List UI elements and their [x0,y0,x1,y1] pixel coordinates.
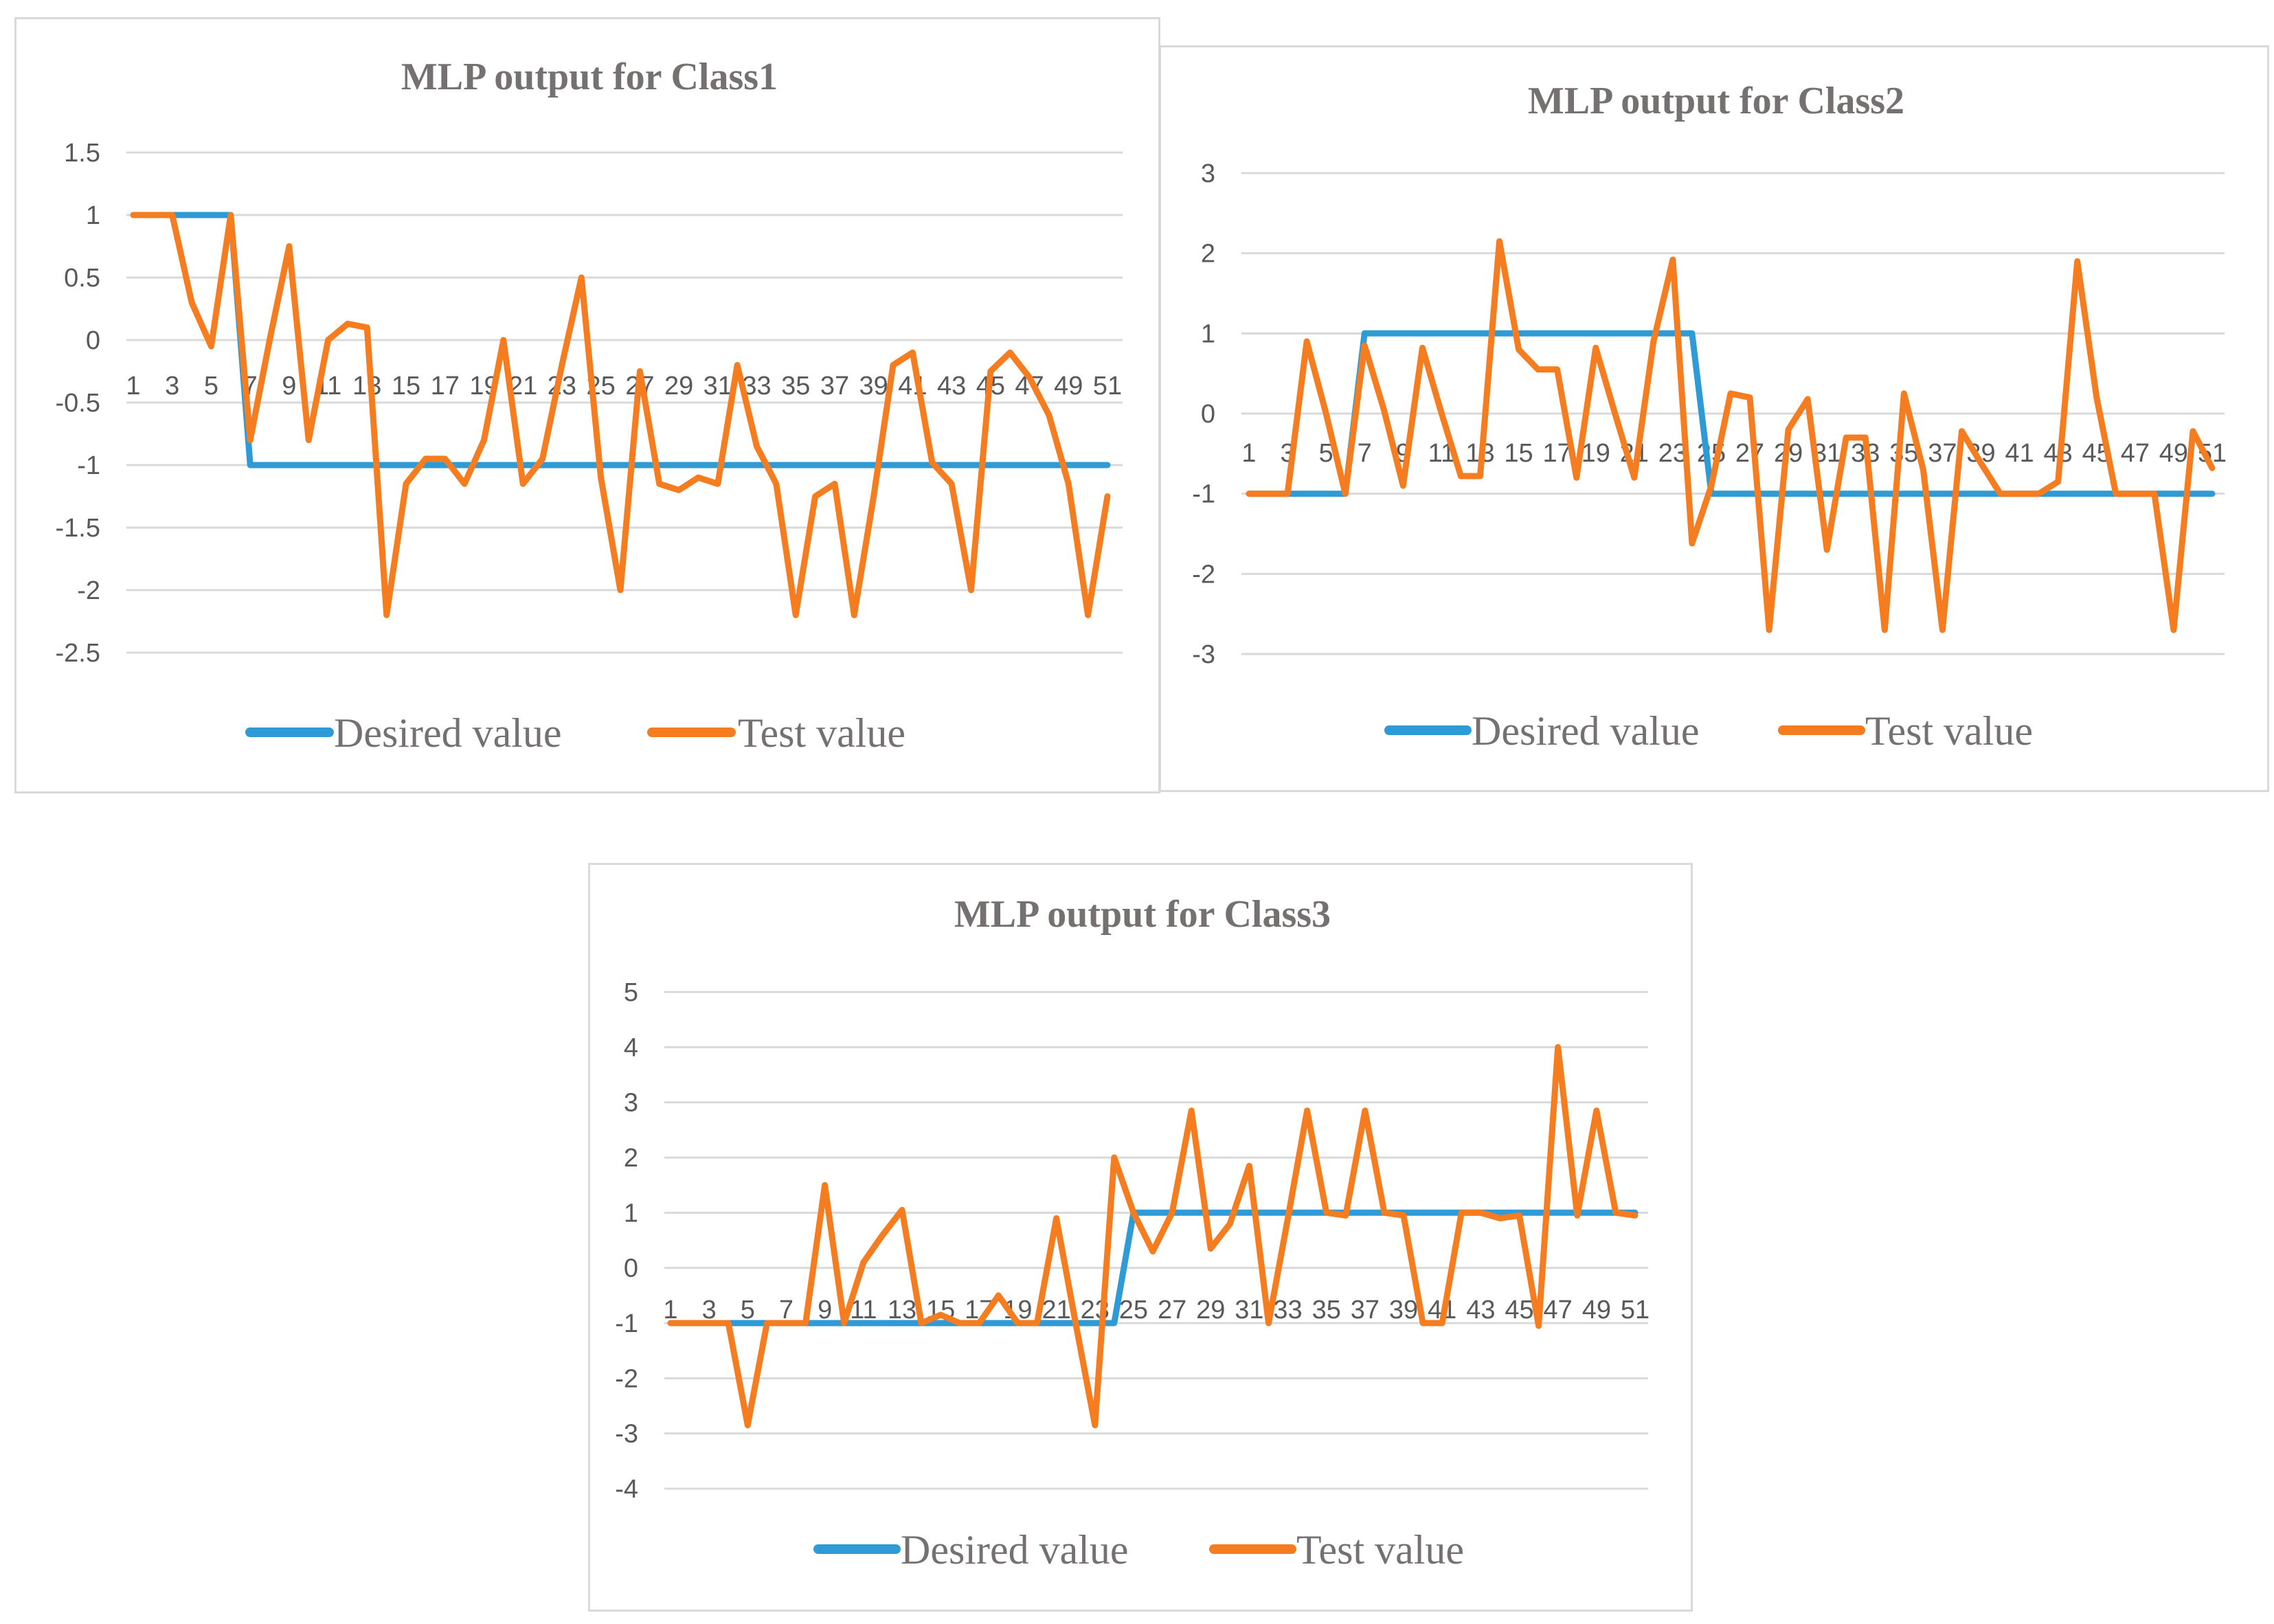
y-tick-label: -2 [1192,560,1215,589]
y-tick-label: 1 [624,1199,638,1228]
x-tick-label: 43 [937,372,966,401]
legend-label-desired-value: Desired value [1472,708,1700,754]
series-line-desired-value [130,212,1111,469]
series-line-desired-value [1246,330,2216,497]
x-tick-label: 1 [1241,439,1256,468]
x-tick-label: 49 [2159,439,2188,468]
chart-panel-class1: MLP output for Class1 1.5 1 0.5 0 -0.5 -1 -1.5… [14,17,1160,793]
x-tick-label: 15 [392,372,420,401]
x-tick-label: 7 [779,1296,793,1324]
x-tick-label: 5 [204,372,218,401]
x-tick-label: 49 [1582,1296,1611,1324]
y-tick-label: 0 [1201,400,1215,429]
x-tick-label: 51 [1621,1296,1650,1324]
y-tick-label: -1 [77,451,100,480]
x-tick-label: 19 [1581,439,1610,468]
x-tick-label: 45 [1505,1296,1533,1324]
x-tick-label: 17 [1542,439,1571,468]
chart-panel-class2: MLP output for Class2 3 2 1 0 -1 -2 -3 1 3 5 7 9 11… [1159,45,2269,792]
legend: Desired value Test value [245,710,905,756]
chart-title: MLP output for Class1 [401,56,778,98]
chart-title: MLP output for Class3 [954,893,1331,936]
x-tick-label: 49 [1054,372,1083,401]
legend-label-test-value: Test value [738,710,905,756]
y-tick-label: -3 [1192,640,1215,669]
y-tick-label: 3 [1201,159,1215,188]
x-tick-label: 27 [1158,1296,1186,1324]
x-tick-label: 7 [1358,439,1372,468]
y-tick-label: 2 [1201,240,1215,269]
y-tick-label: 0 [624,1254,638,1283]
x-tick-label: 37 [1928,439,1957,468]
x-tick-label: 13 [888,1296,916,1324]
chart-title: MLP output for Class2 [1528,80,1904,122]
x-tick-label: 3 [702,1296,717,1324]
legend-label-desired-value: Desired value [334,710,562,756]
line-chart-class1: MLP output for Class1 1.5 1 0.5 0 -0.5 -1 -1.5… [56,56,1123,756]
x-tick-label: 5 [1319,439,1333,468]
y-tick-label: 1 [1201,319,1215,348]
y-tick-label: -2.5 [56,639,100,668]
legend-label-desired-value: Desired value [901,1527,1129,1572]
x-tick-label: 35 [1312,1296,1341,1324]
legend: Desired value Test value [1384,708,2033,754]
x-tick-label: 25 [1119,1296,1148,1324]
y-tick-label: 5 [624,978,638,1007]
x-tick-label: 37 [820,372,849,401]
x-tick-label: 21 [1042,1296,1070,1324]
legend-label-test-value: Test value [1296,1527,1464,1572]
x-tick-label: 29 [664,372,693,401]
x-tick-label: 37 [1351,1296,1380,1324]
legend-label-test-value: Test value [1865,708,2033,754]
x-tick-label: 35 [781,372,810,401]
x-tick-label: 27 [1735,439,1764,468]
x-tick-label: 51 [1093,372,1122,401]
y-tick-label: -1 [1192,480,1215,509]
x-tick-label: 17 [431,372,460,401]
x-tick-label: 9 [282,372,296,401]
x-tick-label: 3 [165,372,179,401]
x-tick-label: 15 [1504,439,1533,468]
x-tick-label: 1 [126,372,140,401]
y-tick-label: 2 [624,1144,638,1173]
y-tick-label: 0 [86,326,100,355]
x-tick-label: 31 [703,372,732,401]
x-tick-label: 41 [2005,439,2034,468]
x-tick-label: 31 [1235,1296,1263,1324]
y-tick-label: 1.5 [64,139,100,168]
y-tick-label: -3 [615,1420,638,1449]
y-tick-label: -4 [615,1475,638,1504]
y-tick-label: -1.5 [56,514,100,543]
series-line-test-value [130,212,1111,618]
x-tick-label: 39 [1389,1296,1418,1324]
y-tick-label: -1 [615,1309,638,1338]
x-tick-label: 13 [352,372,381,401]
series-line-test-value [667,1044,1639,1429]
y-tick-label: 0.5 [64,264,100,293]
x-tick-label: 29 [1196,1296,1225,1324]
x-tick-label: 47 [1544,1296,1573,1324]
y-tick-label: -2 [615,1364,638,1393]
y-tick-label: 1 [86,201,100,230]
x-tick-label: 47 [2121,439,2150,468]
x-tick-label: 39 [859,372,888,401]
x-tick-label: 33 [1273,1296,1302,1324]
x-tick-label: 9 [818,1296,832,1324]
x-tick-label: 1 [663,1296,677,1324]
x-tick-label: 43 [1466,1296,1495,1324]
legend: Desired value Test value [813,1527,1464,1572]
y-tick-label: -0.5 [56,389,100,418]
series-line-test-value [1246,238,2216,633]
y-tick-label: -2 [77,576,100,605]
y-tick-label: 3 [624,1089,638,1118]
x-tick-label: 5 [741,1296,755,1324]
y-tick-label: 4 [624,1033,638,1062]
